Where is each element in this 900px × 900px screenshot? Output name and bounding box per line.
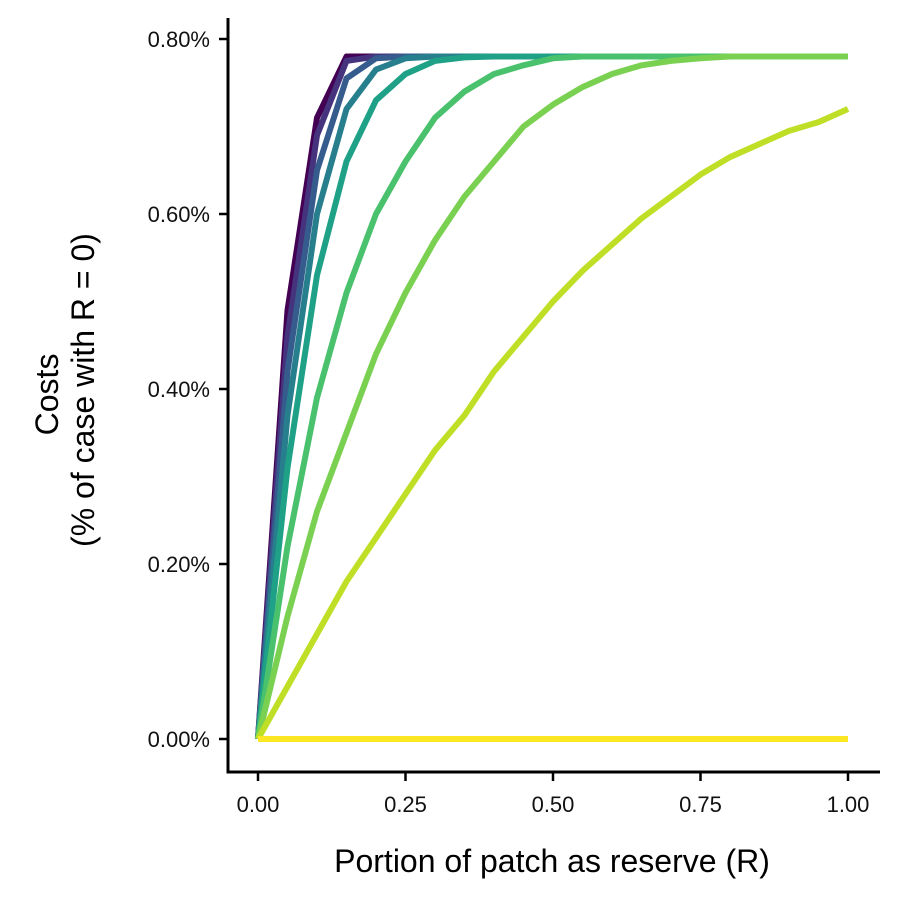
x-axis-ticks: 0.00 0.25 0.50 0.75 1.00 [237, 772, 870, 817]
x-tick-label: 0.00 [237, 792, 280, 817]
y-axis-ticks: 0.00% 0.20% 0.40% 0.60% 0.80% [148, 27, 228, 752]
series-line-5 [255, 53, 848, 740]
x-tick-label: 0.25 [384, 792, 427, 817]
x-axis-title: Portion of patch as reserve (R) [334, 843, 770, 879]
series-line-8 [255, 106, 850, 741]
y-axis-title-line-1: Costs [29, 354, 65, 436]
y-axis-title: Costs (% of case with R = 0) [29, 233, 101, 547]
y-tick-label: 0.40% [148, 377, 210, 402]
y-tick-label: 0.00% [148, 727, 210, 752]
x-tick-label: 1.00 [827, 792, 870, 817]
y-tick-label: 0.20% [148, 552, 210, 577]
y-tick-label: 0.80% [148, 27, 210, 52]
series-line-7 [255, 53, 848, 740]
x-tick-label: 0.50 [532, 792, 575, 817]
series-layer [255, 53, 850, 742]
y-tick-label: 0.60% [148, 202, 210, 227]
y-axis-title-line-2: (% of case with R = 0) [65, 233, 101, 547]
x-tick-label: 0.75 [679, 792, 722, 817]
